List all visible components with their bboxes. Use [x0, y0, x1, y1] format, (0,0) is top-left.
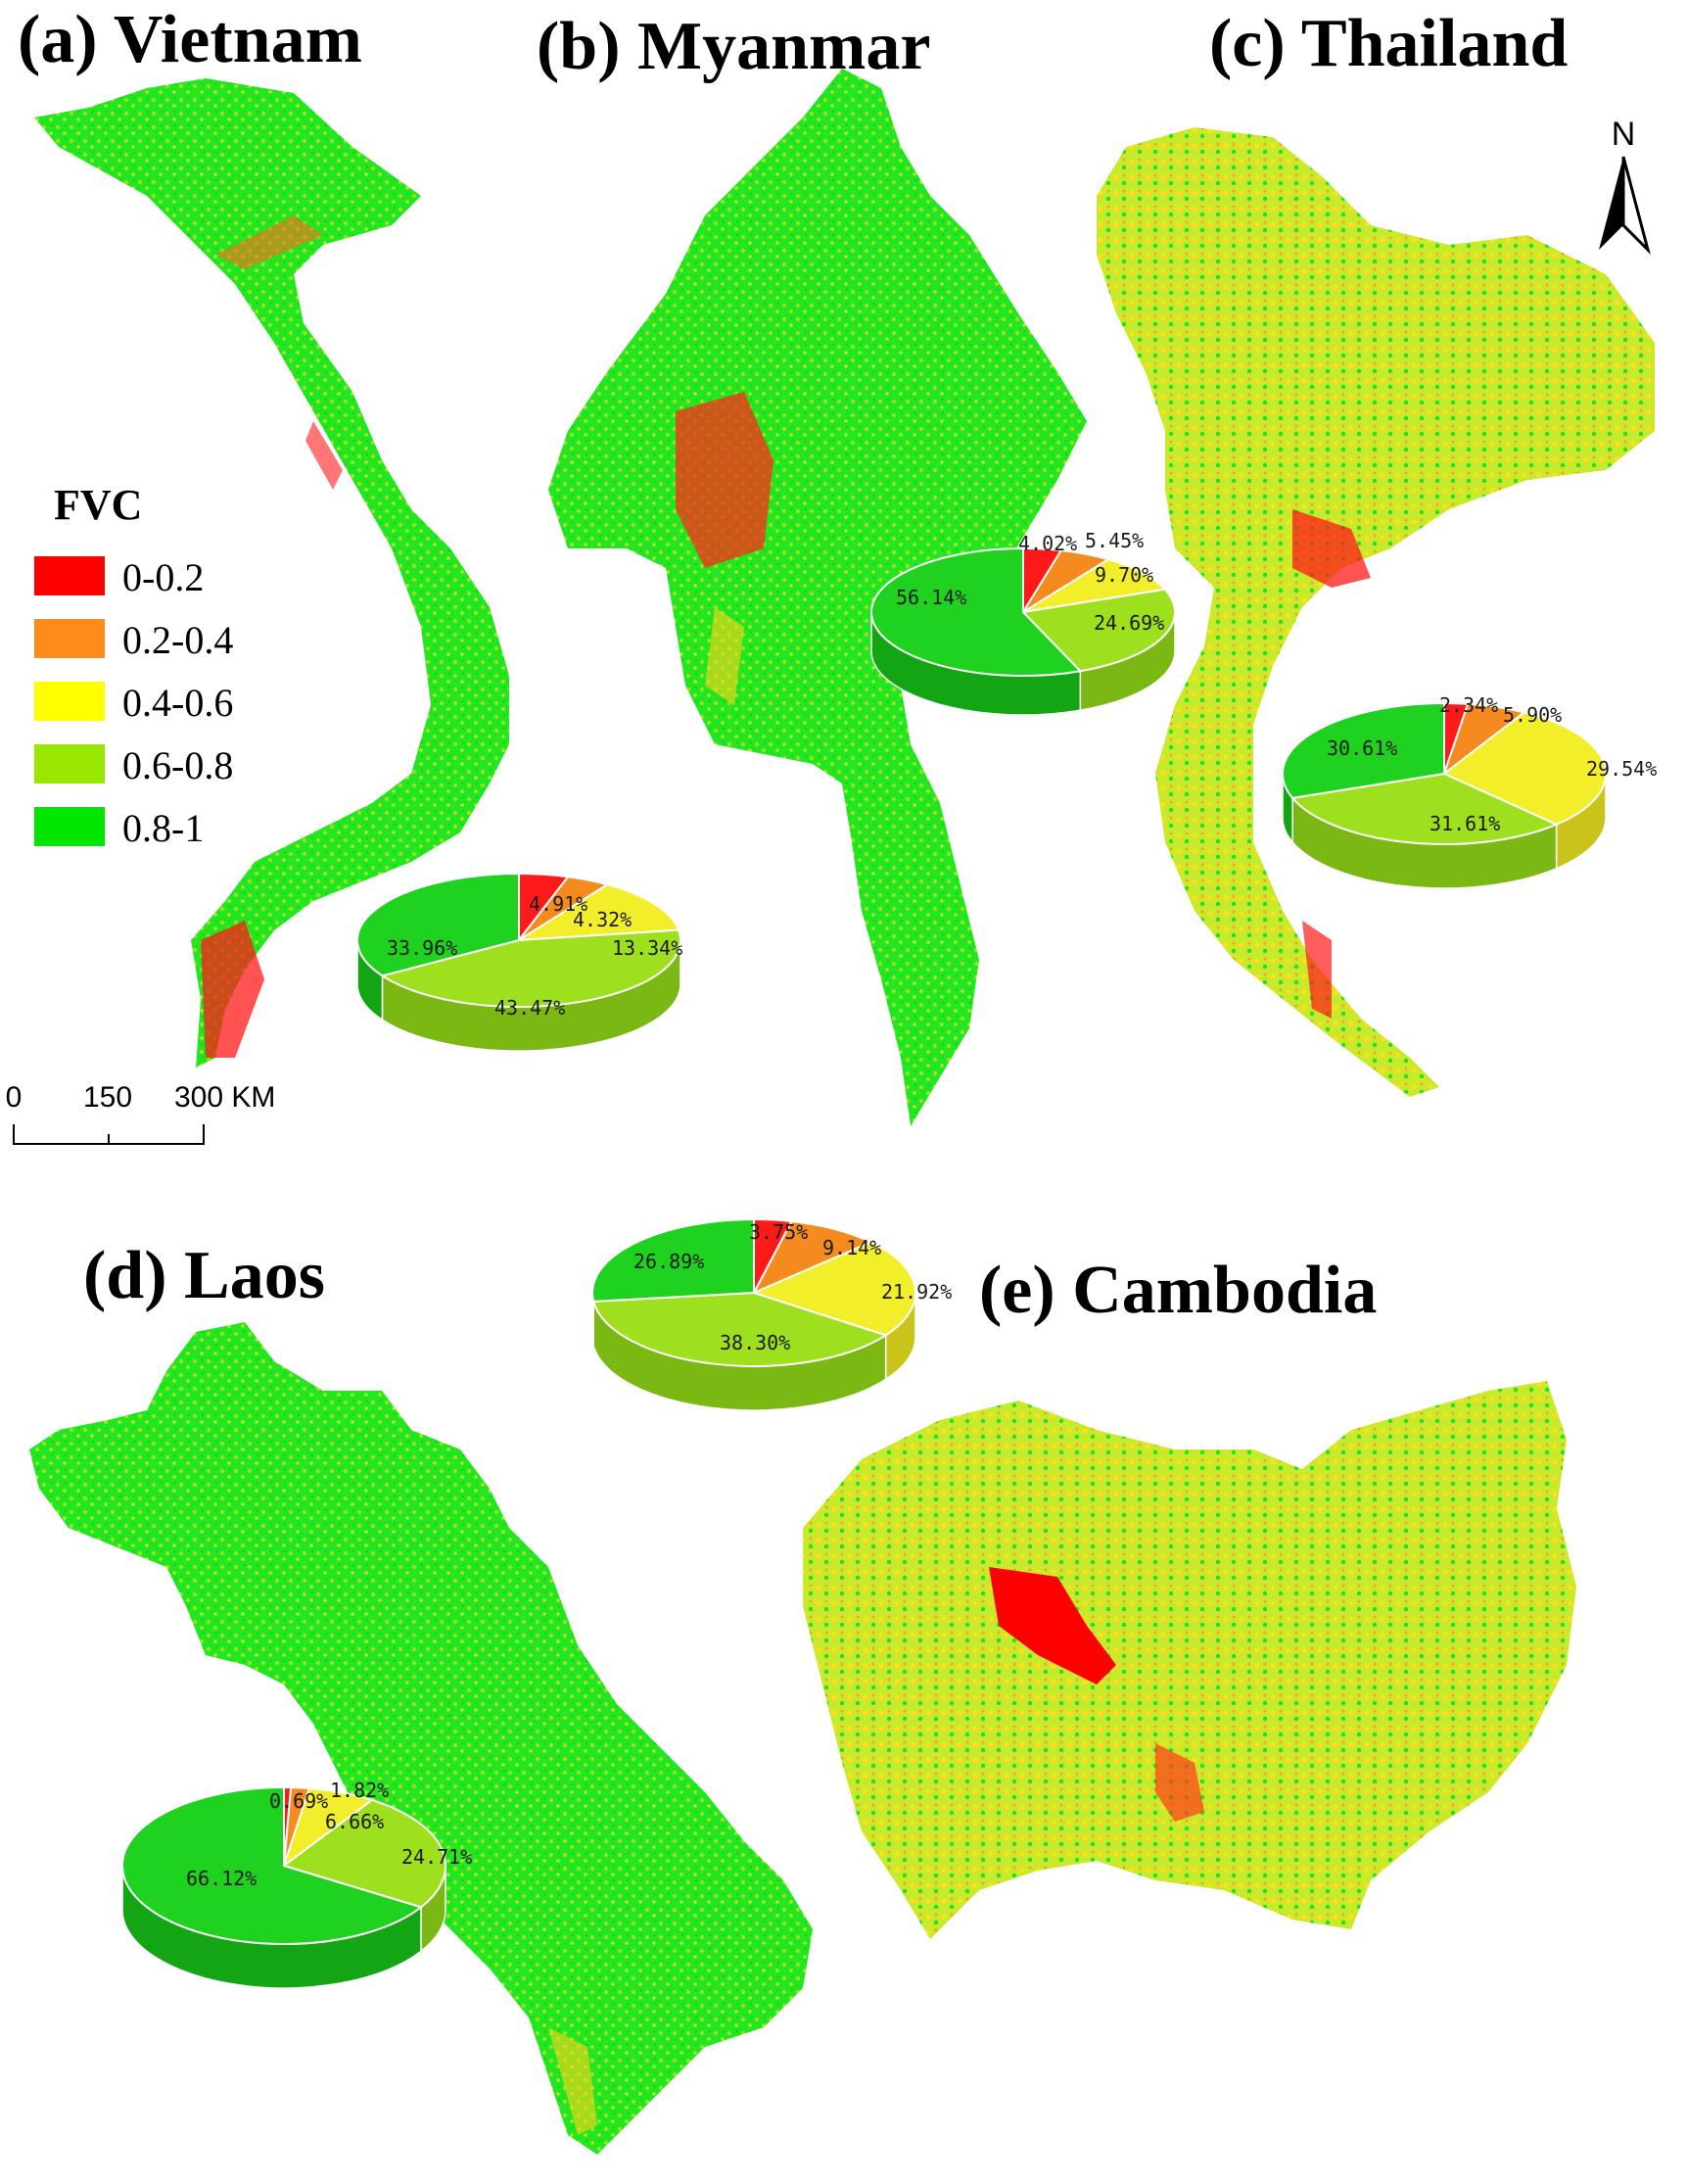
pie-slice [356, 872, 520, 977]
pie-data-label: 4.32% [573, 908, 632, 931]
panel-title-vietnam: (a) Vietnam [18, 2, 362, 77]
pie-slice [281, 1798, 446, 1909]
pie-data-label: 33.96% [387, 936, 457, 960]
pie-data-label: 29.54% [1586, 757, 1657, 781]
legend-swatch [34, 556, 105, 595]
pie-chart-cambodia: 3.75% 9.14%21.92% 38.30% 26.89% [591, 1217, 952, 1411]
legend-swatch [34, 682, 105, 721]
pie-data-label: 56.14% [896, 586, 966, 609]
legend-label: 0.6-0.8 [122, 743, 233, 787]
scale-bar: 0 150 300 KM [6, 1081, 275, 1145]
panel-title-myanmar: (b) Myanmar [537, 9, 930, 84]
legend-label: 0.8-1 [122, 806, 204, 850]
legend-swatch [34, 807, 105, 846]
pie-chart-vietnam: 4.91%4.32% 13.34% 43.47% 33.96% [356, 872, 682, 1052]
pie-data-label: 5.90% [1503, 703, 1562, 727]
pie-slice [751, 1241, 916, 1337]
scale-tick-label: 0 [6, 1081, 23, 1114]
north-label: N [1612, 116, 1636, 153]
pie-slice [1022, 558, 1167, 613]
laos-map [29, 1322, 813, 2155]
pie-chart-myanmar: 4.02% 5.45% 9.70% 24.69% 56.14% [870, 529, 1176, 716]
pie-slice [380, 928, 681, 1008]
pie-data-label: 2.34% [1439, 693, 1498, 717]
pie-data-label: 13.34% [612, 936, 682, 960]
scale-tick-label: 150 [83, 1081, 132, 1114]
pie-chart-thailand: 2.34% 5.90% 29.54% 31.61% 30.61% [1282, 693, 1657, 889]
fvc-legend: FVC 0-0.2 0.2-0.4 0.4-0.6 0.6-0.8 0.8-1 [34, 481, 233, 850]
pie-data-label: 31.61% [1429, 812, 1500, 835]
pie-data-label: 4.02% [1018, 532, 1077, 555]
legend-label: 0.2-0.4 [122, 618, 233, 662]
pie-slice [121, 1785, 424, 1945]
legend-swatch [34, 744, 105, 783]
pie-slice [518, 883, 680, 941]
pie-data-label: 26.89% [633, 1250, 704, 1273]
pie-data-label: 43.47% [494, 996, 565, 1020]
pie-slice [1290, 772, 1560, 846]
legend-item: 0.4-0.6 [34, 681, 233, 725]
pie-slice [1442, 711, 1607, 826]
pie-slice [751, 1220, 873, 1296]
pie-data-label: 24.71% [401, 1845, 472, 1869]
pie-data-label: 21.92% [881, 1280, 952, 1304]
legend-label: 0-0.2 [122, 555, 204, 599]
legend-item: 0.6-0.8 [34, 743, 233, 787]
pie-data-label: 24.69% [1094, 611, 1164, 635]
pie-slice [591, 1217, 755, 1303]
scale-tick-label: 300 KM [174, 1081, 275, 1114]
pie-data-label: 1.82% [330, 1779, 389, 1802]
legend-title: FVC [54, 481, 142, 529]
legend-item: 0-0.2 [34, 555, 204, 599]
pie-data-label: 3.75% [749, 1220, 808, 1244]
cambodia-map [803, 1381, 1576, 1939]
legend-swatch [34, 619, 105, 658]
pie-data-label: 30.61% [1327, 736, 1397, 760]
north-arrow-icon: N [1599, 116, 1651, 255]
pie-slice [1282, 701, 1445, 799]
pie-data-label: 38.30% [720, 1331, 790, 1354]
pie-slice [591, 1291, 888, 1368]
panel-title-laos: (d) Laos [83, 1238, 325, 1313]
panel-title-thailand: (c) Thailand [1209, 6, 1568, 81]
pie-data-label: 6.66% [325, 1810, 384, 1833]
myanmar-map [548, 69, 1087, 1126]
pie-data-label: 4.91% [529, 892, 587, 916]
vietnam-map [34, 78, 509, 1068]
panel-title-cambodia: (e) Cambodia [979, 1253, 1377, 1328]
thailand-map [1097, 127, 1655, 1097]
legend-item: 0.2-0.4 [34, 618, 233, 662]
pie-data-label: 9.70% [1095, 563, 1153, 587]
legend-item: 0.8-1 [34, 806, 204, 850]
pie-slice [870, 546, 1083, 677]
pie-data-label: 0.69% [269, 1789, 328, 1813]
pie-data-label: 66.12% [186, 1867, 257, 1890]
legend-label: 0.4-0.6 [122, 681, 233, 725]
pie-data-label: 9.14% [822, 1236, 881, 1259]
pie-data-label: 5.45% [1085, 529, 1144, 552]
pie-chart-laos: 0.69% 1.82% 6.66% 24.71% 66.12% [121, 1779, 472, 1989]
